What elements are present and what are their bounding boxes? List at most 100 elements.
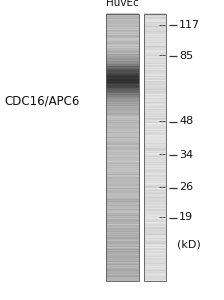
Bar — [106, 111, 139, 112]
Bar — [106, 51, 139, 52]
Bar — [106, 144, 139, 145]
Bar — [106, 136, 139, 137]
Bar — [106, 78, 139, 79]
Bar — [106, 77, 139, 78]
Bar — [106, 205, 139, 206]
Bar — [106, 178, 139, 179]
Bar — [144, 131, 166, 132]
Bar — [106, 134, 139, 135]
Bar — [144, 107, 166, 108]
Bar — [106, 179, 139, 180]
Bar — [144, 241, 166, 242]
Bar — [144, 156, 166, 157]
Bar — [144, 99, 166, 100]
Bar — [106, 29, 139, 30]
Bar — [106, 139, 139, 140]
Bar — [144, 37, 166, 38]
Bar — [106, 183, 139, 184]
Bar — [144, 207, 166, 208]
Bar — [144, 130, 166, 131]
Bar — [106, 47, 139, 48]
Bar — [106, 107, 139, 108]
Bar — [144, 157, 166, 158]
Bar — [144, 246, 166, 247]
Bar — [106, 28, 139, 29]
Bar — [144, 97, 166, 98]
Bar — [106, 209, 139, 210]
Bar — [106, 230, 139, 231]
Bar — [106, 226, 139, 227]
Bar — [144, 278, 166, 279]
Bar — [106, 189, 139, 190]
Bar — [144, 51, 166, 52]
Bar — [144, 209, 166, 210]
Bar — [106, 148, 139, 149]
Bar — [144, 122, 166, 123]
Bar — [144, 203, 166, 204]
Bar — [144, 178, 166, 179]
Bar — [106, 15, 139, 16]
Bar — [106, 145, 139, 146]
Bar — [106, 202, 139, 203]
Bar — [144, 208, 166, 209]
Bar — [144, 88, 166, 89]
Bar — [106, 50, 139, 51]
Bar — [106, 106, 139, 107]
Bar — [106, 105, 139, 106]
Bar — [144, 61, 166, 62]
Bar — [144, 149, 166, 150]
Bar — [144, 54, 166, 55]
Bar — [144, 65, 166, 66]
Bar — [144, 101, 166, 102]
Bar — [144, 144, 166, 145]
Bar — [144, 95, 166, 96]
Bar — [106, 225, 139, 226]
Bar — [106, 244, 139, 245]
Bar — [106, 261, 139, 262]
Bar — [106, 235, 139, 236]
Bar — [144, 194, 166, 195]
Bar — [106, 274, 139, 275]
Bar — [144, 222, 166, 223]
Bar — [106, 146, 139, 147]
Bar — [144, 22, 166, 23]
Bar — [106, 24, 139, 25]
Bar — [106, 58, 139, 59]
Bar — [144, 279, 166, 280]
Bar — [144, 139, 166, 140]
Bar — [144, 111, 166, 112]
Bar — [106, 164, 139, 165]
Bar — [144, 257, 166, 258]
Bar — [144, 263, 166, 264]
Bar — [106, 242, 139, 243]
Bar — [106, 190, 139, 191]
Bar — [144, 165, 166, 166]
Bar — [144, 142, 166, 143]
Bar — [144, 76, 166, 77]
Bar — [106, 102, 139, 103]
Bar — [106, 158, 139, 159]
Bar — [106, 181, 139, 182]
Bar — [144, 212, 166, 213]
Bar — [144, 268, 166, 269]
Bar — [144, 276, 166, 277]
Bar — [106, 104, 139, 105]
Bar — [106, 274, 139, 275]
Bar — [106, 223, 139, 224]
Bar — [144, 173, 166, 174]
Bar — [106, 160, 139, 161]
Bar — [144, 112, 166, 113]
Bar — [106, 138, 139, 139]
Bar — [106, 277, 139, 278]
Bar — [106, 151, 139, 152]
Bar — [144, 176, 166, 177]
Text: 48: 48 — [179, 116, 194, 127]
Bar — [106, 217, 139, 218]
Bar — [144, 23, 166, 24]
Bar — [144, 183, 166, 184]
Bar — [106, 141, 139, 142]
Bar — [144, 24, 166, 25]
Bar — [106, 131, 139, 132]
Bar — [106, 177, 139, 178]
Bar — [144, 119, 166, 120]
